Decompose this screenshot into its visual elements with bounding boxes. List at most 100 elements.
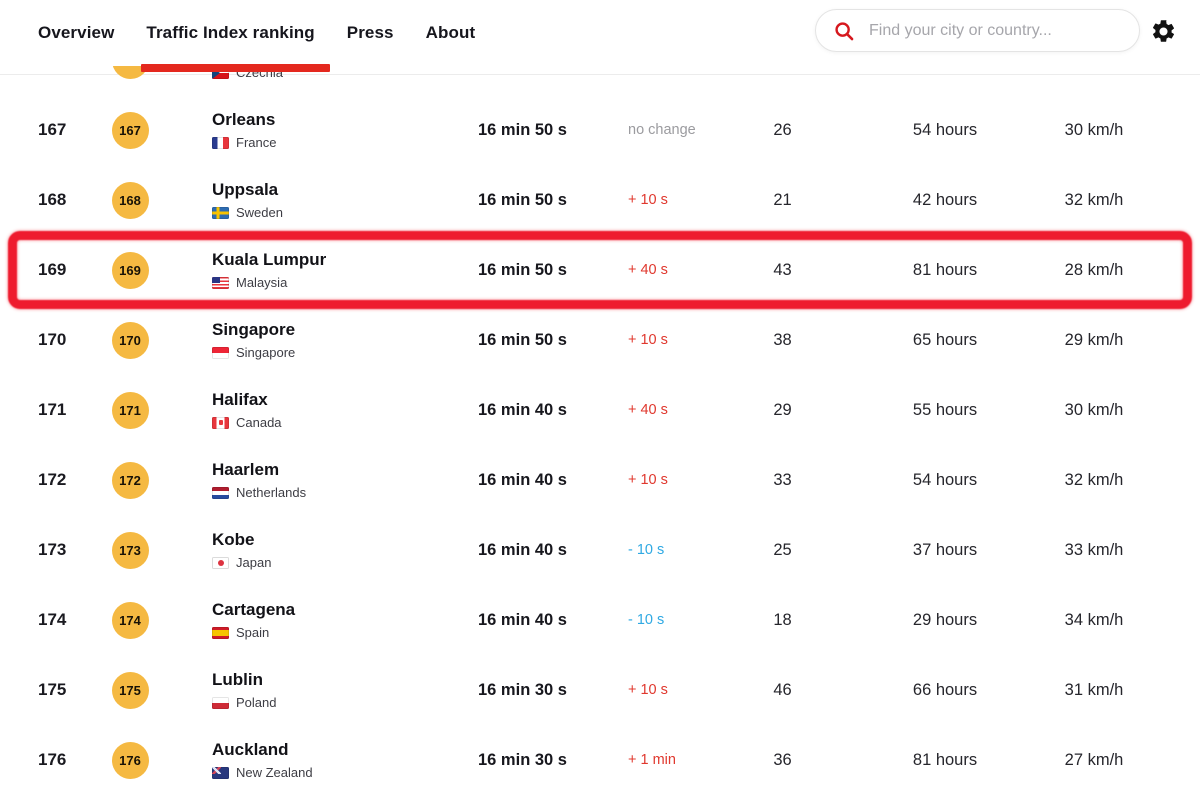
search-box[interactable] [815, 9, 1140, 52]
time-change: - 10 s [628, 612, 665, 628]
city-cell: Haarlem Netherlands [175, 460, 425, 500]
country-name: Netherlands [236, 485, 307, 500]
time-change: + 10 s [628, 192, 668, 208]
rank-badge-circle: 169 [111, 251, 149, 289]
country-name: Poland [236, 695, 277, 710]
country-flag-icon [212, 206, 229, 219]
country-name: Canada [236, 415, 282, 430]
rank-badge: 172 [111, 461, 149, 499]
time-change: + 1 min [628, 752, 676, 768]
country-flag-icon [212, 766, 229, 779]
nav-item-press[interactable]: Press [346, 23, 394, 42]
travel-time: 16 min 30 s [478, 750, 567, 769]
table-row[interactable]: 173 173 Kobe Japan 16 min 40 s - 10 s 25… [0, 515, 1200, 585]
travel-time: 16 min 50 s [478, 330, 567, 349]
average-speed: 28 km/h [1064, 260, 1124, 279]
average-speed: 34 km/h [1064, 610, 1124, 629]
country-name: Singapore [236, 345, 296, 360]
rank-badge: 175 [111, 671, 149, 709]
row-rank: 168 [38, 190, 67, 209]
city-name: Uppsala [212, 180, 279, 199]
country-flag-icon [212, 626, 229, 639]
country-name: Sweden [236, 205, 283, 220]
country-line: Singapore [212, 345, 425, 360]
table-row[interactable]: 176 176 Auckland New Zealand 16 min 30 s… [0, 725, 1200, 795]
travel-time: 16 min 40 s [478, 610, 567, 629]
rank-badge-circle: 172 [111, 461, 149, 499]
rank-badge: 176 [111, 741, 149, 779]
country-name: Spain [236, 625, 270, 640]
hours-lost: 81 hours [912, 750, 978, 769]
average-speed: 31 km/h [1064, 680, 1124, 699]
header-divider [0, 74, 1200, 75]
table-row[interactable]: 171 171 Halifax Canada 16 min 40 s + 40 … [0, 375, 1200, 445]
city-name: Cartagena [212, 600, 296, 619]
congestion-value: 25 [773, 540, 792, 559]
search-icon[interactable] [833, 20, 855, 42]
hours-lost: 66 hours [912, 680, 978, 699]
city-name: Orleans [212, 110, 276, 129]
row-rank: 175 [38, 680, 67, 699]
time-change: + 10 s [628, 332, 668, 348]
country-line: Canada [212, 415, 425, 430]
hours-lost: 42 hours [912, 190, 978, 209]
nav-menu: Overview Traffic Index ranking Press Abo… [0, 23, 475, 43]
rank-badge: 170 [111, 321, 149, 359]
city-name: Haarlem [212, 460, 280, 479]
country-line: Spain [212, 625, 425, 640]
congestion-value: 18 [773, 610, 792, 629]
city-cell: Lublin Poland [175, 670, 425, 710]
average-speed: 33 km/h [1064, 540, 1124, 559]
table-row[interactable]: 169 169 Kuala Lumpur Malaysia 16 min 50 … [0, 235, 1200, 305]
rank-badge: 171 [111, 391, 149, 429]
city-cell: Orleans France [175, 110, 425, 150]
rank-badge-circle: 176 [111, 741, 149, 779]
hours-lost: 54 hours [912, 470, 978, 489]
congestion-value: 29 [773, 400, 792, 419]
city-name: Singapore [212, 320, 296, 339]
city-cell: Uppsala Sweden [175, 180, 425, 220]
hours-lost: 65 hours [912, 330, 978, 349]
congestion-value: 33 [773, 470, 792, 489]
average-speed: 32 km/h [1064, 470, 1124, 489]
congestion-value: 43 [773, 260, 792, 279]
table-row[interactable]: 174 174 Cartagena Spain 16 min 40 s - 10… [0, 585, 1200, 655]
congestion-value: 21 [773, 190, 792, 209]
rank-badge: 168 [111, 181, 149, 219]
city-name: Kobe [212, 530, 255, 549]
table-row[interactable]: 167 167 Orleans France 16 min 50 s no ch… [0, 95, 1200, 165]
table-row[interactable]: 168 168 Uppsala Sweden 16 min 50 s + 10 … [0, 165, 1200, 235]
country-flag-icon [212, 276, 229, 289]
rank-badge: 169 [111, 251, 149, 289]
city-cell: Cartagena Spain [175, 600, 425, 640]
time-change: + 10 s [628, 682, 668, 698]
city-name: Halifax [212, 390, 268, 409]
gear-icon[interactable] [1148, 16, 1178, 46]
congestion-value: 36 [773, 750, 792, 769]
rank-badge-circle: 175 [111, 671, 149, 709]
table-row[interactable]: 172 172 Haarlem Netherlands 16 min 40 s … [0, 445, 1200, 515]
rank-badge-circle: 168 [111, 181, 149, 219]
travel-time: 16 min 30 s [478, 680, 567, 699]
row-rank: 173 [38, 540, 67, 559]
active-tab-underline [141, 64, 330, 72]
rank-badge: 174 [111, 601, 149, 639]
table-row[interactable]: 175 175 Lublin Poland 16 min 30 s + 10 s… [0, 655, 1200, 725]
city-name: Auckland [212, 740, 289, 759]
rank-badge-circle: 173 [111, 531, 149, 569]
hours-lost: 29 hours [912, 610, 978, 629]
country-flag-icon [212, 696, 229, 709]
nav-item-about[interactable]: About [425, 23, 476, 42]
time-change: no change [628, 122, 696, 138]
country-flag-icon [212, 416, 229, 429]
nav-item-traffic-index-ranking[interactable]: Traffic Index ranking [146, 23, 315, 42]
country-flag-icon [212, 486, 229, 499]
rank-badge-circle: 170 [111, 321, 149, 359]
table-row[interactable]: 170 170 Singapore Singapore 16 min 50 s … [0, 305, 1200, 375]
average-speed: 32 km/h [1064, 190, 1124, 209]
average-speed: 27 km/h [1064, 750, 1124, 769]
nav-item-overview[interactable]: Overview [38, 23, 115, 42]
country-flag-icon [212, 556, 229, 569]
hours-lost: 55 hours [912, 400, 978, 419]
search-input[interactable] [869, 21, 1125, 40]
